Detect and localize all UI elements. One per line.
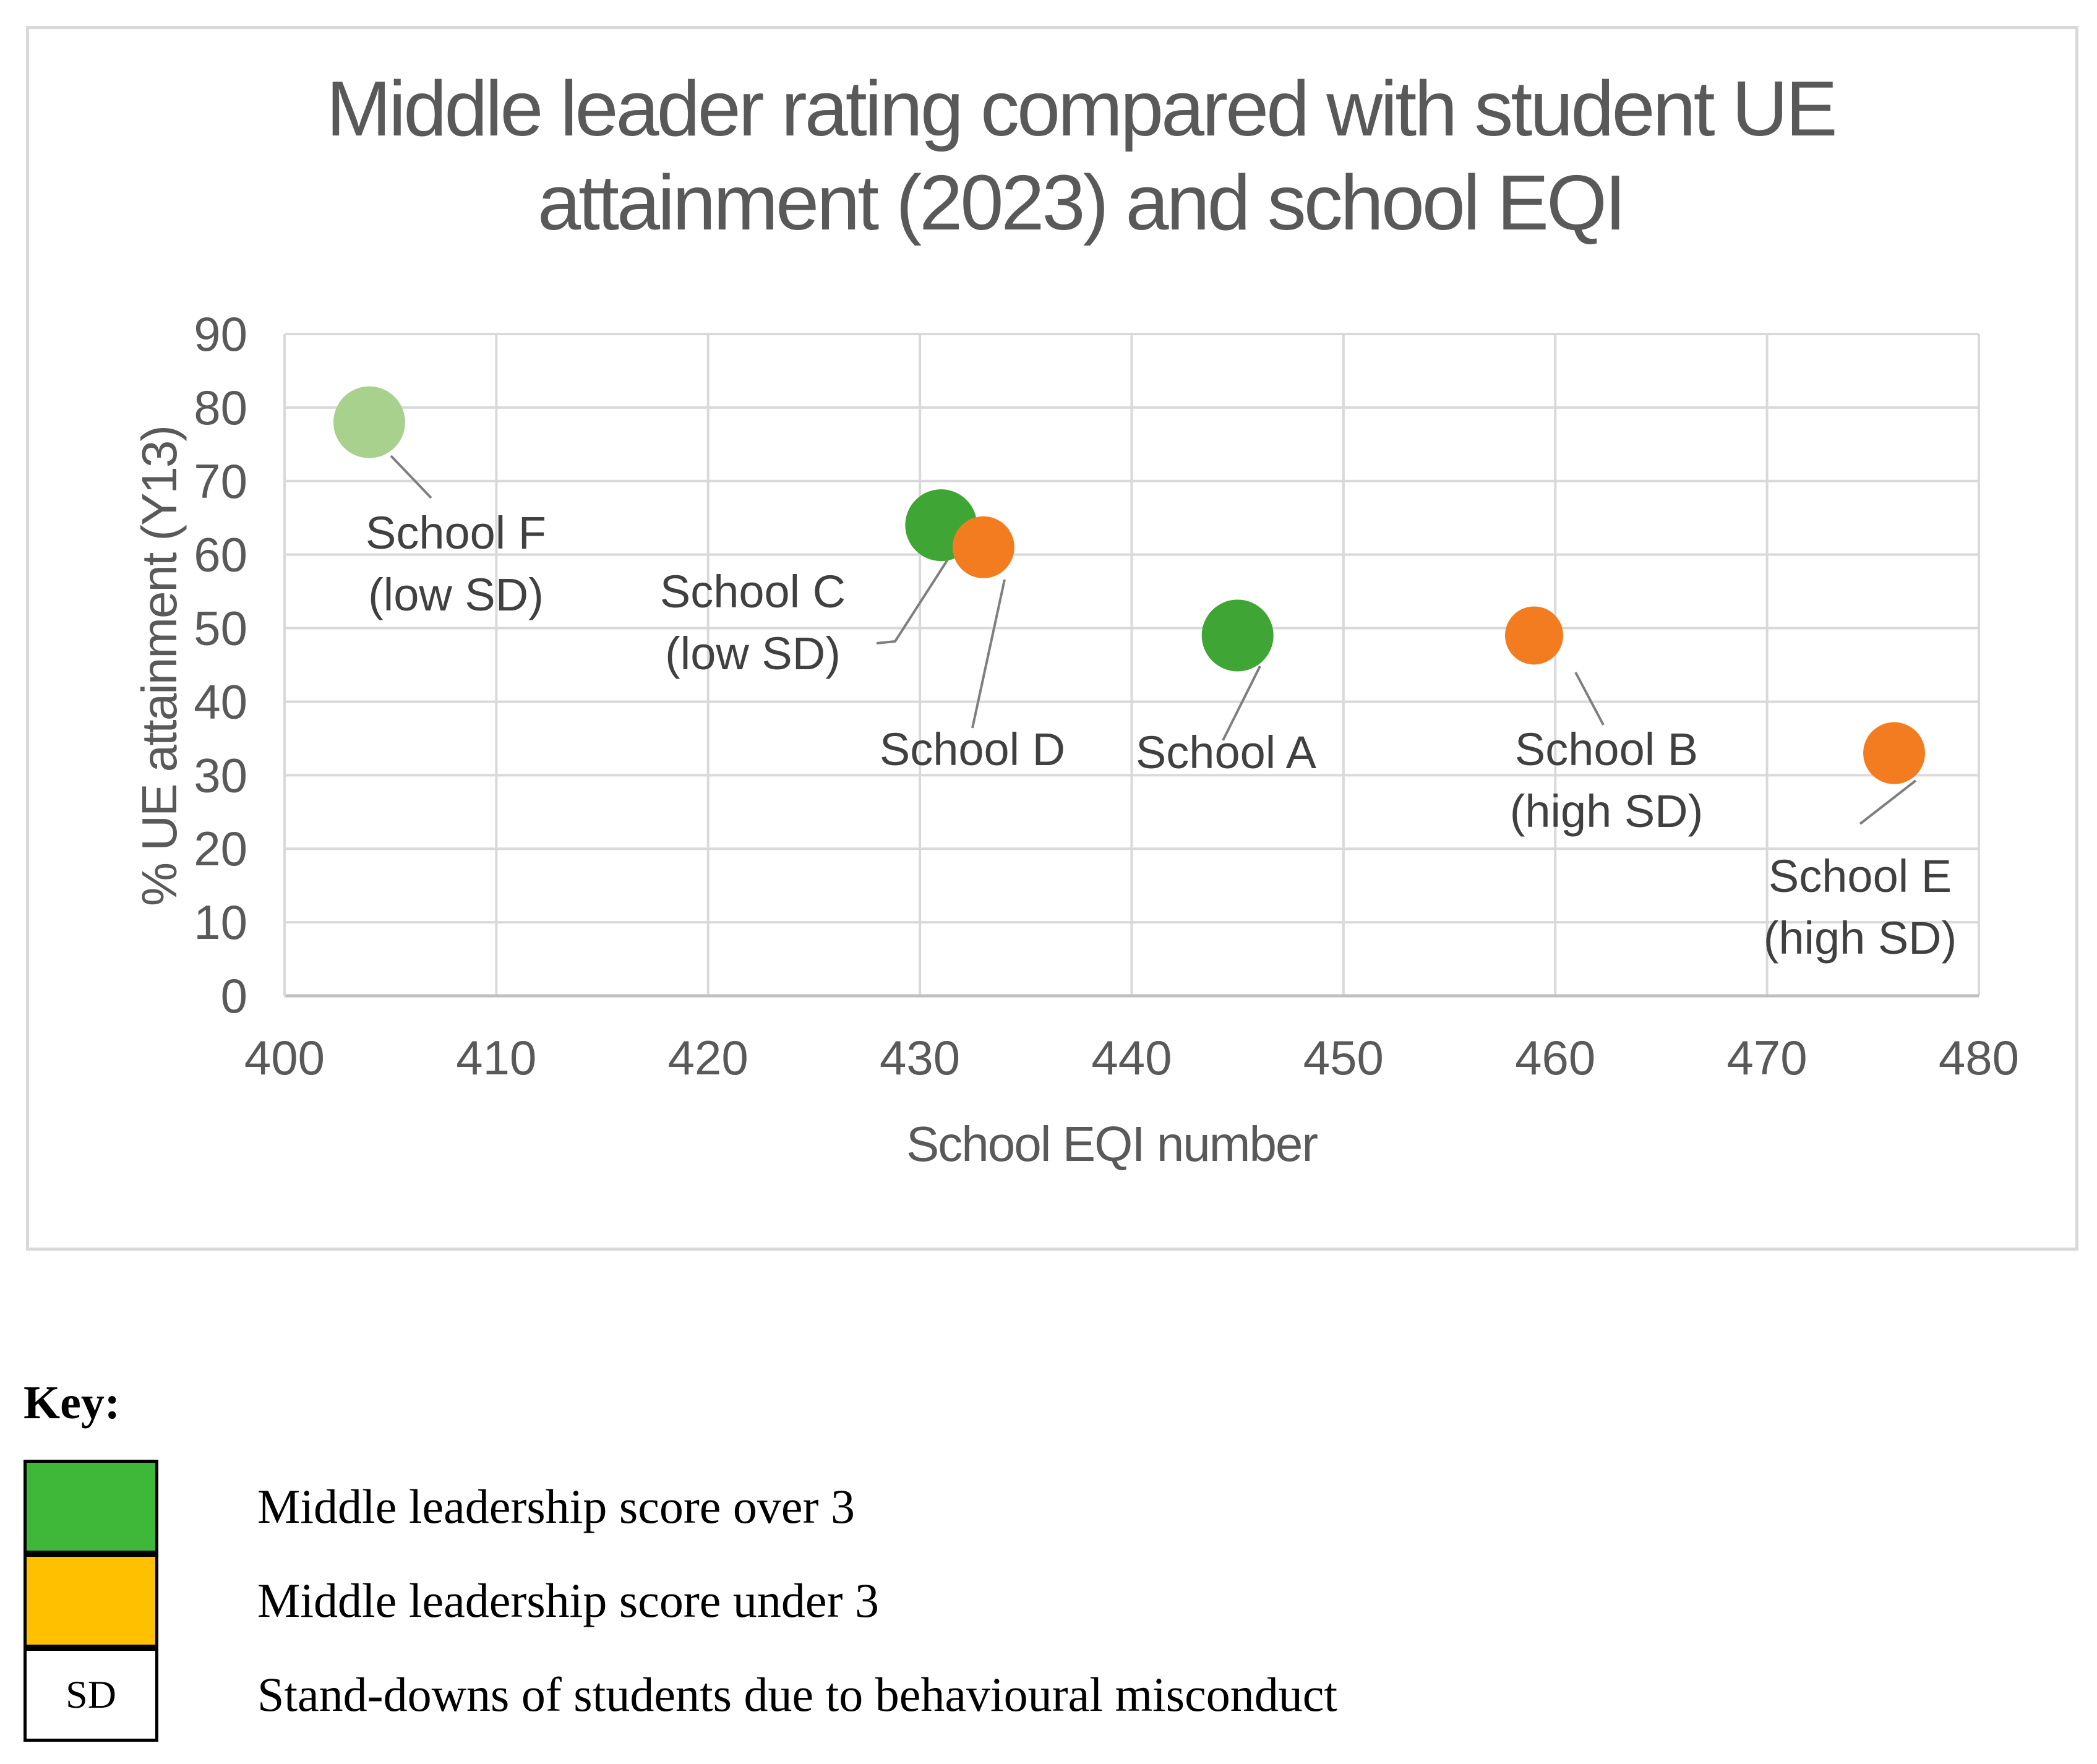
key-swatch-green (24, 1460, 158, 1554)
chart-title-line-2: attainment (2023) and school EQI (538, 159, 1624, 246)
x-tick-label-400: 400 (244, 1030, 325, 1085)
y-tick-label-80: 80 (194, 380, 247, 435)
y-tick-label-0: 0 (221, 969, 247, 1023)
y-tick-label-30: 30 (194, 748, 247, 802)
data-label-school-a: School A (1136, 727, 1317, 778)
data-label-school-d: School D (880, 724, 1065, 775)
y-tick-label-70: 70 (194, 454, 247, 508)
data-point-school-f (333, 386, 405, 458)
y-tick-label-90: 90 (194, 307, 247, 361)
key-label-over-3: Middle leadership score over 3 (257, 1479, 856, 1533)
x-tick-label-440: 440 (1091, 1030, 1172, 1085)
key-label-sd: Stand-downs of students due to behaviour… (257, 1668, 1338, 1721)
leader-line-school-b (1574, 672, 1605, 726)
y-tick-label-10: 10 (194, 895, 247, 949)
y-tick-label-50: 50 (194, 601, 247, 656)
x-tick-label-480: 480 (1939, 1030, 2019, 1085)
y-tick-label-20: 20 (194, 821, 247, 876)
x-axis-label: School EQI number (906, 1116, 1318, 1171)
key-legend: Key: Middle leadership score over 3 Midd… (24, 1376, 2065, 1760)
data-label-school-b: School B (1515, 724, 1698, 775)
data-label-school-c-sd: (low SD) (665, 628, 841, 679)
key-swatch-amber (24, 1554, 158, 1648)
data-point-school-a (1201, 599, 1274, 672)
leader-line-school-e (1859, 779, 1917, 825)
key-swatch-sd: SD (24, 1648, 158, 1742)
data-point-school-e (1863, 722, 1926, 784)
key-title: Key: (24, 1377, 121, 1429)
key-row-over-3: Middle leadership score over 3 (24, 1460, 1879, 1554)
data-label-school-f: School F (366, 507, 546, 559)
x-tick-label-420: 420 (668, 1030, 748, 1085)
x-tick-label-430: 430 (880, 1030, 960, 1085)
data-label-school-c: School C (660, 566, 846, 617)
data-label-school-e: School E (1769, 850, 1952, 902)
y-axis-label: % UE attainment (Y13) (132, 426, 187, 906)
data-point-school-b (1505, 606, 1564, 665)
data-label-school-b-sd: (high SD) (1510, 786, 1704, 837)
chart-title-line-1: Middle leader rating compared with stude… (326, 65, 1835, 152)
data-label-school-e-sd: (high SD) (1764, 912, 1957, 964)
x-tick-label-460: 460 (1515, 1030, 1595, 1085)
leader-line-school-c (876, 554, 952, 644)
scatter-chart: Middle leader rating compared with stude… (132, 65, 2019, 1171)
key-row-sd: SD Stand-downs of students due to behavi… (24, 1648, 1879, 1742)
chart-frame: Middle leader rating compared with stude… (26, 26, 2078, 1251)
x-tick-label-470: 470 (1727, 1030, 1808, 1085)
x-tick-label-410: 410 (456, 1030, 536, 1085)
data-label-school-f-sd: (low SD) (368, 569, 544, 620)
leader-line-school-a (1222, 666, 1261, 741)
data-point-school-d (952, 516, 1014, 578)
leader-line-school-f (390, 455, 432, 499)
leader-line-school-d (971, 579, 1006, 729)
key-label-under-3: Middle leadership score under 3 (257, 1573, 880, 1627)
y-tick-label-40: 40 (194, 674, 247, 729)
y-tick-label-60: 60 (194, 528, 247, 582)
key-row-under-3: Middle leadership score under 3 (24, 1554, 1879, 1648)
x-tick-label-450: 450 (1303, 1030, 1384, 1085)
